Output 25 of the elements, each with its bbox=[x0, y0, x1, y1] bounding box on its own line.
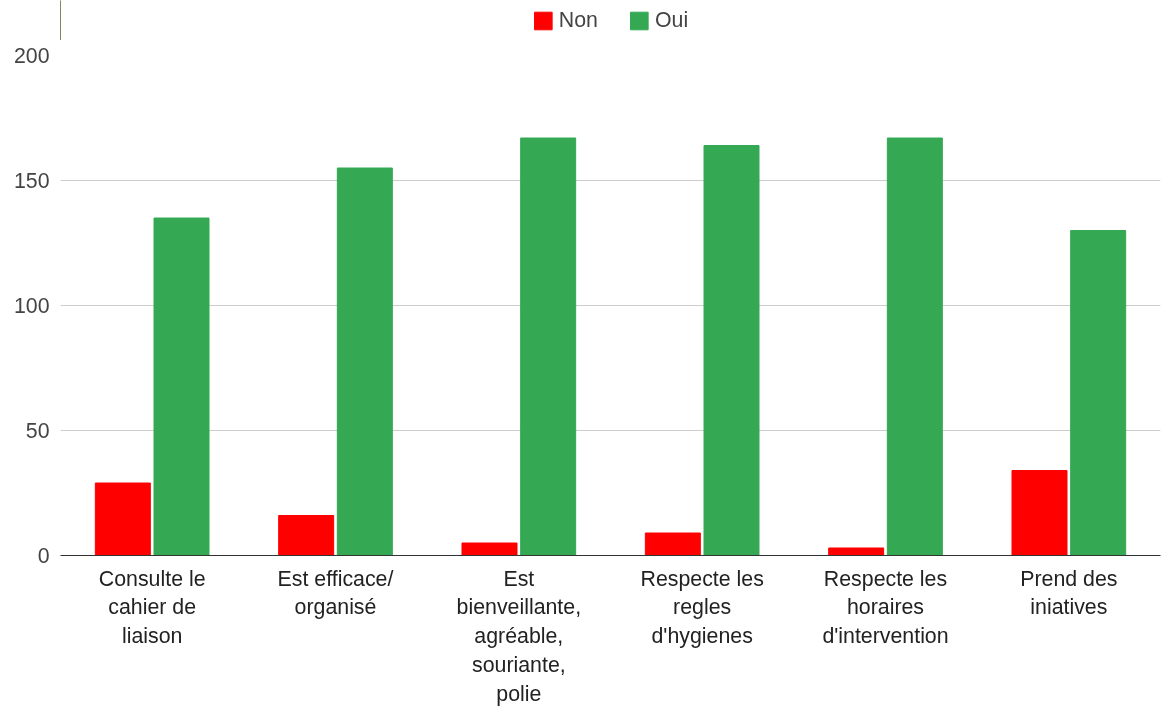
x-tick-label: Respecte les regles d'hygienes bbox=[640, 566, 764, 649]
bar bbox=[703, 145, 760, 556]
bar bbox=[1011, 470, 1068, 556]
x-tick-label: Est efficace/ organisé bbox=[277, 566, 394, 620]
legend-label: Non bbox=[558, 7, 598, 33]
bar bbox=[1070, 230, 1127, 556]
bar bbox=[94, 482, 151, 556]
x-tick-label: Prend des iniatives bbox=[1020, 566, 1118, 620]
x-tick-label: Est bienveillante, agréable, souriante, polie bbox=[456, 566, 582, 706]
bar bbox=[336, 167, 393, 556]
y-tick-label: 0 bbox=[37, 544, 50, 568]
y-tick-label: 50 bbox=[25, 419, 50, 443]
bar bbox=[153, 217, 210, 556]
y-tick-label: 100 bbox=[13, 294, 50, 318]
bar bbox=[644, 532, 701, 556]
x-tick-label: Respecte les horaires d'intervention bbox=[822, 566, 949, 649]
y-tick-label: 150 bbox=[13, 169, 50, 193]
bar bbox=[828, 547, 885, 556]
bar bbox=[278, 515, 335, 556]
bar bbox=[520, 137, 577, 556]
x-tick-label: Consulte le cahier de liaison bbox=[98, 566, 206, 649]
bar bbox=[461, 542, 518, 556]
legend-label: Oui bbox=[654, 7, 689, 33]
y-tick-label: 200 bbox=[13, 44, 50, 68]
bar bbox=[886, 137, 943, 556]
